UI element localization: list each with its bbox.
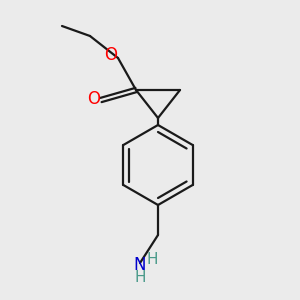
Text: H: H	[134, 269, 146, 284]
Text: N: N	[134, 256, 146, 274]
Text: H: H	[146, 251, 158, 266]
Text: O: O	[104, 46, 118, 64]
Text: O: O	[88, 90, 100, 108]
